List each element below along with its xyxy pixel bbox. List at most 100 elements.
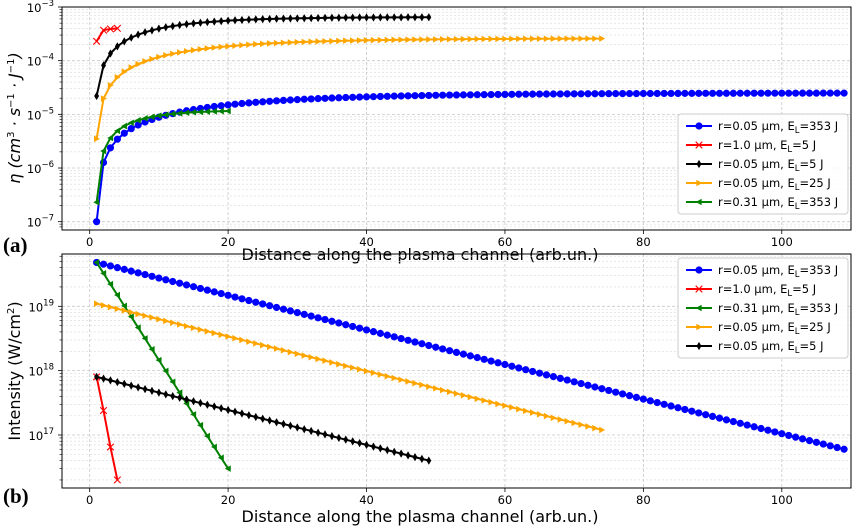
data-point xyxy=(280,347,287,354)
data-point xyxy=(350,437,356,446)
data-point xyxy=(826,89,834,97)
data-point xyxy=(488,35,495,43)
data-point xyxy=(404,92,412,100)
data-point xyxy=(350,13,356,22)
chart-panel-a: 0 20 40 60 80 10010−710−610−510−410−3Distance… xyxy=(3,0,852,264)
data-point xyxy=(370,36,377,44)
data-point xyxy=(141,335,148,342)
data-point xyxy=(329,37,336,45)
x-tick-label: 40 xyxy=(359,235,374,249)
data-point xyxy=(599,426,606,434)
data-point xyxy=(183,47,190,55)
data-point xyxy=(335,319,343,327)
data-point xyxy=(764,426,772,434)
data-point xyxy=(440,36,446,43)
data-point xyxy=(286,307,294,315)
data-point xyxy=(204,328,211,335)
data-point xyxy=(377,36,384,44)
data-point xyxy=(107,49,113,58)
data-point xyxy=(452,348,461,357)
data-point xyxy=(184,395,190,404)
data-point xyxy=(384,372,391,380)
data-point xyxy=(246,15,252,24)
data-point xyxy=(426,36,433,43)
data-point xyxy=(204,45,211,52)
data-point xyxy=(432,343,440,351)
y-tick-label: 1018 xyxy=(29,363,54,379)
chart-panel-b: 0 20 40 60 80 100 1017 1018 1019 Distance along t… xyxy=(3,253,852,526)
data-point xyxy=(523,35,530,43)
data-point xyxy=(556,90,564,98)
data-point xyxy=(577,379,585,388)
data-point xyxy=(246,338,253,345)
data-point xyxy=(391,36,398,44)
legend-marker xyxy=(695,304,702,312)
data-point xyxy=(156,388,162,397)
data-point xyxy=(736,419,744,427)
data-point xyxy=(190,46,197,54)
data-point xyxy=(335,94,343,102)
data-point xyxy=(128,33,134,42)
data-point xyxy=(155,112,162,119)
data-point xyxy=(127,267,135,275)
data-point xyxy=(93,135,100,143)
data-point xyxy=(362,326,371,334)
data-point xyxy=(584,381,592,389)
data-point xyxy=(149,26,155,35)
data-point xyxy=(322,357,329,365)
data-point xyxy=(135,60,142,68)
data-point xyxy=(440,386,446,394)
data-point xyxy=(592,424,599,432)
data-point xyxy=(792,433,800,441)
data-point xyxy=(535,369,544,377)
data-point xyxy=(100,147,107,155)
data-point xyxy=(667,402,675,410)
data-point xyxy=(245,296,253,305)
data-point xyxy=(329,13,335,22)
data-point xyxy=(819,440,827,448)
data-point xyxy=(702,89,710,97)
data-point xyxy=(398,449,404,458)
data-point xyxy=(578,421,585,429)
y-tick-label: 10−4 xyxy=(27,53,54,69)
data-point xyxy=(189,283,198,291)
data-point xyxy=(412,452,418,462)
x-tick-label: 0 xyxy=(86,493,93,507)
data-point xyxy=(771,428,779,436)
data-point xyxy=(398,13,404,22)
data-point xyxy=(778,430,786,438)
data-point xyxy=(356,324,364,332)
data-point xyxy=(599,35,606,42)
data-point xyxy=(121,379,127,388)
legend-entry: r=0.05 µm, EL=25 J xyxy=(718,176,831,193)
data-point xyxy=(578,35,585,42)
data-point xyxy=(840,445,848,453)
data-point xyxy=(307,312,315,320)
data-point xyxy=(294,14,300,23)
data-point xyxy=(646,397,654,405)
data-point xyxy=(272,97,281,105)
legend-box xyxy=(677,113,849,215)
data-point xyxy=(397,334,405,343)
data-point xyxy=(121,307,128,314)
data-point xyxy=(439,345,447,353)
data-point xyxy=(120,129,128,137)
panel-label: (a) xyxy=(3,233,28,257)
data-point xyxy=(328,94,336,102)
data-point xyxy=(501,360,509,369)
data-point xyxy=(364,13,370,22)
x-tick-label: 40 xyxy=(359,493,374,507)
data-point xyxy=(357,13,363,22)
data-point xyxy=(217,107,224,115)
data-point xyxy=(543,412,550,420)
series-line xyxy=(95,110,229,203)
data-point xyxy=(279,96,288,105)
data-point xyxy=(363,367,370,375)
data-point xyxy=(350,364,356,371)
panel-label: (b) xyxy=(3,484,29,508)
data-point xyxy=(301,14,307,23)
data-point xyxy=(557,35,564,42)
data-point xyxy=(757,89,765,97)
x-axis-title: Distance along the plasma channel (arb.u… xyxy=(242,507,599,526)
